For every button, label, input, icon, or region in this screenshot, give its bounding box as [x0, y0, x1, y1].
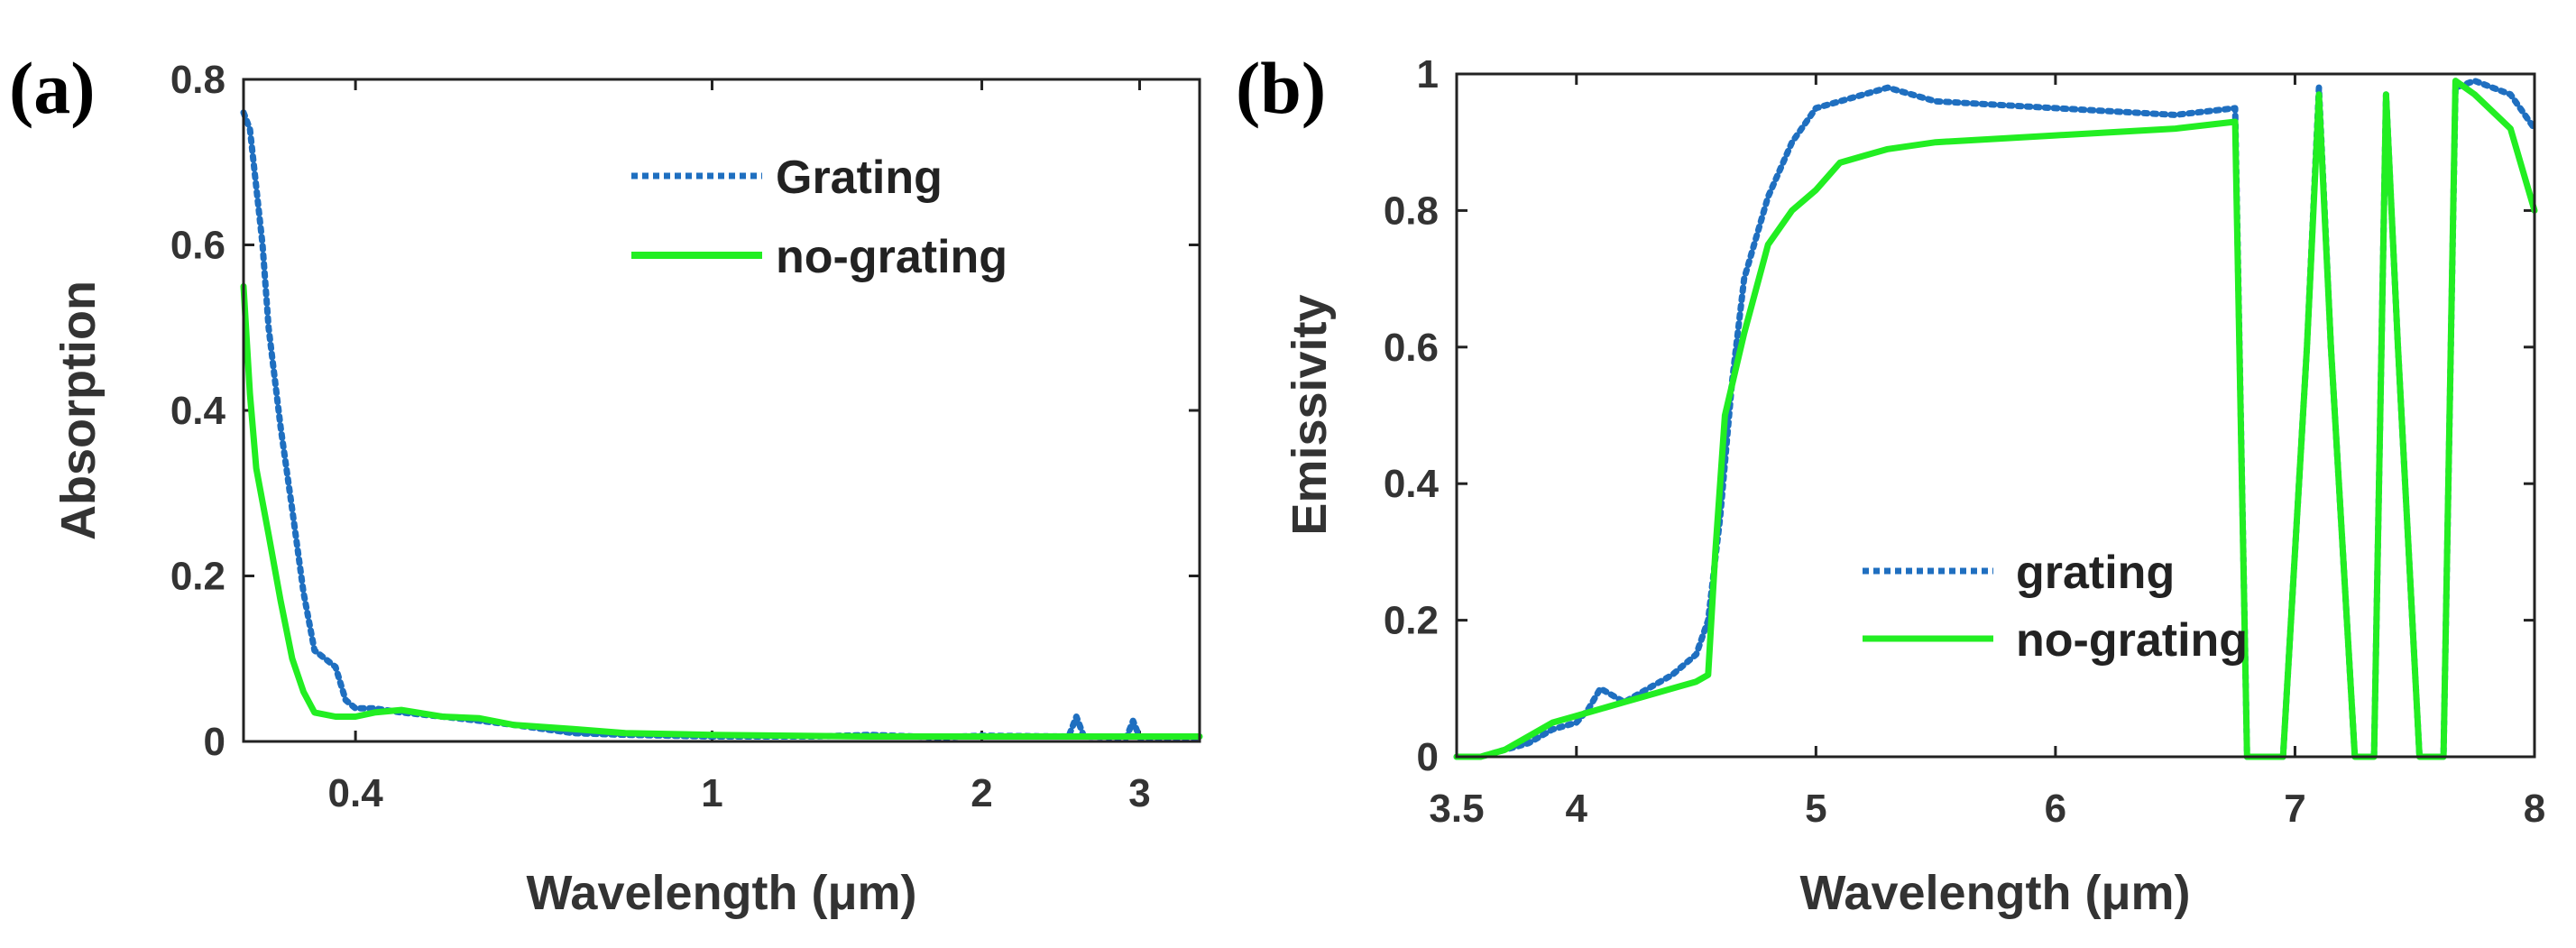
panel-a-x-tick-label-1: 1: [701, 771, 722, 815]
panel-b-y-tick-label-2: 0.4: [1384, 462, 1440, 506]
panel-b-y-tick-label-4: 0.8: [1384, 189, 1439, 233]
panel-a-axes-box: [242, 78, 1201, 743]
panel-b-y-tick-label-3: 0.6: [1384, 326, 1439, 370]
panel-a-x-tick-label-2: 2: [971, 771, 992, 815]
panel-b-y-tick-label-5: 1: [1417, 52, 1439, 97]
panel-b-series-no-grating: [1453, 78, 2538, 760]
panel-b-y-axis-title: Emissivity: [1283, 294, 1337, 535]
panel-b-x-tick-label-3: 6: [2045, 787, 2066, 831]
panel-a-series: [240, 109, 1203, 741]
panel-a-y-tick-label-1: 0.2: [170, 555, 225, 599]
panel-b-label: (b): [1236, 47, 1326, 129]
panel-b-y-tick-label-1: 0.2: [1384, 599, 1439, 643]
panel-b-legend-label-no-grating: no-grating: [2016, 614, 2248, 667]
panel-a-x-tick-label-0: 0.4: [328, 771, 384, 815]
panel-a-legend: Grating no-grating: [631, 152, 1007, 283]
panel-b-x-tick-label-5: 8: [2524, 787, 2545, 831]
panel-a-y-tick-label-2: 0.4: [170, 389, 226, 433]
panel-a-y-axis-title: Absorption: [51, 281, 106, 540]
panel-b-x-tick-label-1: 4: [1566, 787, 1588, 831]
panel-a-y-tick-label-4: 0.8: [170, 58, 225, 102]
panel-b-legend-label-grating: grating: [2016, 547, 2175, 599]
panel-a-series-no-grating: [240, 282, 1203, 740]
panel-a-legend-label-no-grating: no-grating: [776, 231, 1007, 283]
panel-b-axes-box: [1455, 72, 2536, 759]
panel-b-x-tick-label-2: 5: [1805, 787, 1826, 831]
panel-a-legend-label-grating: Grating: [776, 152, 943, 204]
panel-a-y-tick-label-0: 0: [204, 720, 225, 764]
panel-b-legend: grating no-grating: [1863, 547, 2248, 667]
panel-a-series-grating: [240, 109, 1203, 741]
panel-b: (b) 0 0.2 0.4 0.6 0.8 1 3.5 4 5 6 7 8 Wavelength (…: [1236, 47, 2545, 920]
panel-a-x-tick-labels: 0.4 1 2 3: [328, 771, 1151, 815]
panel-a: (a) 0 0.2 0.4 0.6 0.8 0.4 1 2 3 Wavelength (μm)…: [9, 47, 1203, 920]
panel-b-x-axis-title: Wavelength (μm): [1799, 866, 2190, 920]
panel-b-y-tick-label-0: 0: [1417, 735, 1439, 779]
panel-b-x-tick-labels: 3.5 4 5 6 7 8: [1429, 787, 2545, 831]
panel-a-x-tick-label-3: 3: [1128, 771, 1150, 815]
panel-b-x-tick-label-0: 3.5: [1429, 787, 1484, 831]
panel-b-series: [1453, 78, 2538, 760]
panel-b-x-tick-label-4: 7: [2284, 787, 2305, 831]
panel-b-y-tick-labels: 0 0.2 0.4 0.6 0.8 1: [1384, 52, 1440, 779]
panel-a-y-tick-label-3: 0.6: [170, 224, 225, 268]
panel-a-y-tick-labels: 0 0.2 0.4 0.6 0.8: [170, 58, 226, 764]
panel-a-label: (a): [9, 47, 96, 129]
panel-a-x-axis-title: Wavelength (μm): [526, 866, 916, 920]
